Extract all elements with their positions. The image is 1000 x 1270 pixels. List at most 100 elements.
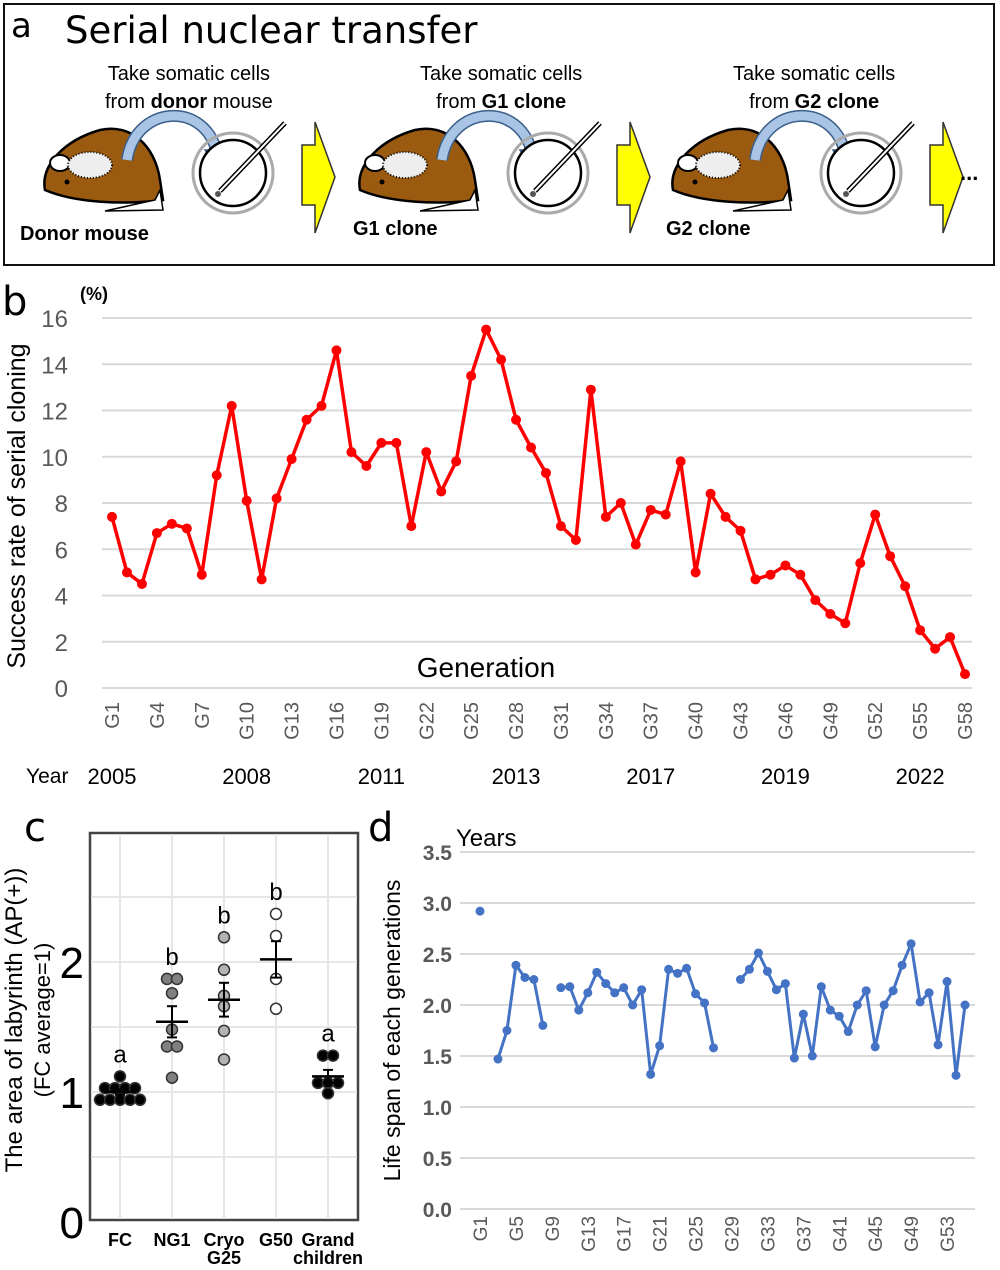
y-tick-label: 4 — [55, 584, 68, 611]
x-tick-label: G43 — [731, 702, 753, 740]
category-label: NG1 — [153, 1230, 190, 1250]
y-axis-title: Success rate of serial cloning — [3, 343, 31, 668]
data-point-G19 — [637, 985, 647, 995]
significance-letter: b — [269, 879, 282, 906]
data-point-G27 — [709, 1043, 719, 1053]
x-axis-title: Generation — [417, 652, 556, 683]
x-tick-label: G58 — [955, 702, 977, 740]
data-point — [269, 929, 283, 943]
data-point — [217, 931, 231, 944]
lifespan-line — [496, 963, 545, 1060]
y-tick-label: 14 — [41, 352, 68, 379]
data-point-G41 — [705, 488, 716, 499]
x-tick-label: G37 — [794, 1216, 815, 1252]
x-tick-label: G19 — [371, 702, 393, 740]
data-point-G45 — [870, 1042, 880, 1052]
panel-letter-b: b — [2, 279, 28, 325]
y-tick-label: 0.5 — [423, 1148, 453, 1171]
data-point-G26 — [700, 998, 710, 1008]
x-tick-label: G7 — [192, 702, 214, 729]
y-axis-title: The area of labyrinth (AP(+)) — [1, 868, 28, 1173]
data-point-G43 — [852, 1000, 862, 1010]
data-point-G1 — [107, 511, 117, 522]
y-tick-label: 2 — [60, 939, 84, 988]
cell-icon — [843, 191, 849, 197]
data-point-G3 — [136, 578, 147, 589]
y-tick-label: 3.5 — [423, 842, 453, 865]
y-axis-title: Life span of each generations — [380, 880, 405, 1182]
data-point-G5 — [511, 960, 521, 970]
pipette-inner-icon — [847, 122, 914, 192]
data-point-G50 — [915, 997, 925, 1007]
data-point-G26 — [481, 324, 492, 335]
panel-letter-c: c — [24, 805, 46, 851]
mouse-ear-icon — [382, 151, 428, 179]
data-point-G57 — [945, 632, 956, 643]
curved-arrow-icon — [750, 111, 850, 161]
success-rate-line — [110, 327, 967, 675]
data-point-G12 — [574, 1005, 584, 1015]
significance-letter: b — [217, 902, 230, 929]
data-point-G30 — [540, 467, 551, 478]
data-point-G54 — [900, 581, 911, 592]
next-generation-arrow-icon — [301, 121, 336, 234]
data-point-G37 — [798, 1009, 808, 1019]
labyrinth-area-chart: 0 1 2 The area of labyrinth (AP(+)) (FC aver… — [1, 831, 363, 1268]
data-point-G16 — [331, 345, 342, 356]
data-point-G48 — [810, 595, 821, 606]
data-point-G35 — [615, 498, 626, 508]
caption-line: Take somatic cells — [107, 63, 271, 85]
data-point-G27 — [496, 354, 507, 365]
category-label-line2: G25 — [207, 1248, 241, 1268]
x-tick-label: G49 — [902, 1216, 923, 1252]
x-tick-label: G46 — [775, 702, 797, 740]
caption-line: from G1 clone — [420, 88, 582, 116]
x-tick-label: G21 — [651, 1216, 672, 1252]
data-point-G23 — [436, 486, 447, 497]
data-point-G36 — [789, 1053, 799, 1063]
data-point — [269, 907, 283, 921]
year-label: 2022 — [896, 764, 945, 789]
stage-caption: Take somatic cells from G1 clone — [420, 60, 582, 116]
data-point-G52 — [870, 509, 881, 520]
x-tick-label: G28 — [506, 702, 528, 740]
mouse-ear-icon — [67, 151, 113, 179]
data-point — [113, 1070, 127, 1083]
data-point-G18 — [361, 461, 372, 471]
data-point-G48 — [897, 960, 907, 970]
cell-icon — [215, 191, 221, 197]
caption-bold: donor — [150, 91, 208, 113]
data-point-G33 — [762, 966, 772, 976]
y-tick-label: 2.5 — [423, 944, 453, 967]
data-point-G12 — [271, 493, 282, 504]
caption-bold: G2 clone — [794, 91, 880, 113]
x-tick-label: G13 — [282, 702, 304, 740]
data-point-G47 — [888, 986, 898, 996]
x-tick-label: G1 — [102, 702, 124, 729]
data-point-G35 — [780, 979, 790, 989]
y-unit: Years — [456, 825, 517, 852]
data-point — [321, 1087, 335, 1100]
y-tick-label: 0 — [55, 676, 68, 703]
data-point-G33 — [585, 384, 596, 395]
x-tick-label: G4 — [147, 702, 169, 729]
data-point-G14 — [301, 414, 312, 425]
data-point-G25 — [466, 370, 477, 381]
data-point-G10 — [241, 495, 252, 506]
data-point — [217, 963, 231, 977]
data-point-G39 — [675, 456, 686, 467]
panel-a-title: Serial nuclear transfer — [65, 9, 478, 52]
stage-caption: Take somatic cells from donor mouse — [105, 60, 273, 116]
x-tick-label: G1 — [471, 1216, 492, 1241]
significance-letter: a — [113, 1041, 127, 1068]
data-point-G5 — [166, 518, 177, 529]
caption-line: Take somatic cells — [420, 63, 583, 85]
culture-dish-inner-icon — [513, 138, 583, 208]
x-tick-label: G41 — [830, 1216, 851, 1252]
y-tick-label: 2 — [55, 630, 68, 657]
data-point-G32 — [570, 535, 581, 545]
cell-icon — [530, 191, 536, 197]
y-unit: (%) — [80, 284, 108, 304]
culture-dish-icon — [819, 131, 903, 215]
y-tick-label: 6 — [55, 537, 68, 564]
